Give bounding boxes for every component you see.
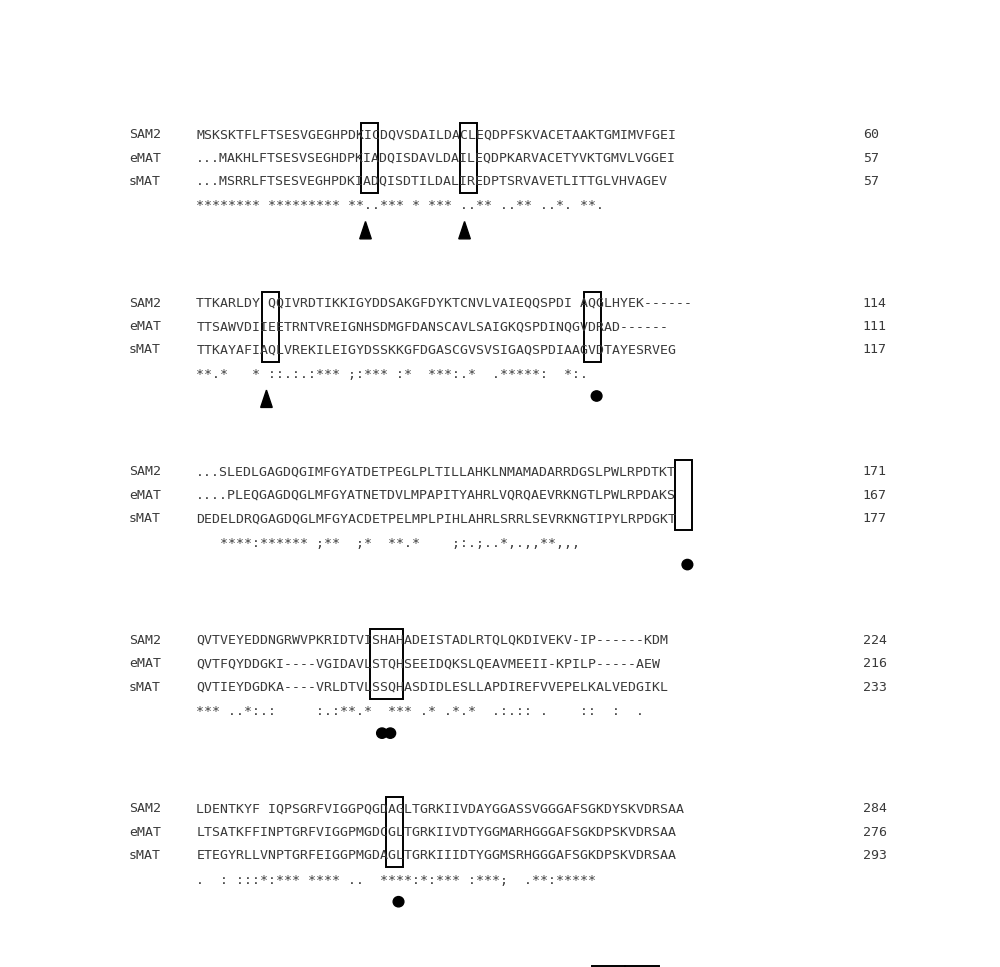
Text: 233: 233 bbox=[863, 681, 887, 693]
Bar bbox=[584, 291, 601, 362]
Text: SAM2: SAM2 bbox=[129, 803, 161, 815]
Text: eMAT: eMAT bbox=[129, 152, 161, 164]
Text: sMAT: sMAT bbox=[129, 849, 161, 863]
Text: QVTIEYDGDKA----VRLDTVLSSQHASDIDLESLLAPDIREFVVEPELKALVEDGIKL: QVTIEYDGDKA----VRLDTVLSSQHASDIDLESLLAPDI… bbox=[196, 681, 668, 693]
Text: sMAT: sMAT bbox=[129, 681, 161, 693]
Text: 293: 293 bbox=[863, 849, 887, 863]
Text: SAM2: SAM2 bbox=[129, 129, 161, 141]
Text: eMAT: eMAT bbox=[129, 320, 161, 333]
Text: eMAT: eMAT bbox=[129, 658, 161, 670]
Bar bbox=[675, 460, 692, 530]
Text: 276: 276 bbox=[863, 826, 887, 838]
Text: 114: 114 bbox=[863, 297, 887, 309]
Text: SAM2: SAM2 bbox=[129, 465, 161, 479]
Text: TTKARLDY QQIVRDTIKKIGYDDSAKGFDYKTCNVLVAIEQQSPDI AQGLHYEK------: TTKARLDY QQIVRDTIKKIGYDDSAKGFDYKTCNVLVAI… bbox=[196, 297, 692, 309]
Text: QVTFQYDDGKI----VGIDAVLSTQHSEEIDQKSLQEAVMEEII-KPILP-----AEW: QVTFQYDDGKI----VGIDAVLSTQHSEEIDQKSLQEAVM… bbox=[196, 658, 660, 670]
Bar bbox=[262, 291, 279, 362]
Text: 177: 177 bbox=[863, 513, 887, 525]
Text: ....PLEQGAGDQGLMFGYATNETDVLMPAPITYAHRLVQRQAEVRKNGTLPWLRPDAKS: ....PLEQGAGDQGLMFGYATNETDVLMPAPITYAHRLVQ… bbox=[196, 488, 676, 502]
Text: 224: 224 bbox=[863, 634, 887, 647]
Circle shape bbox=[393, 896, 404, 907]
Bar bbox=[592, 966, 625, 967]
Text: QVTVEYEDDNGRWVPKRIDTVISHAHADEISTADLRTQLQKDIVEKV-IP------KDM: QVTVEYEDDNGRWVPKRIDTVISHAHADEISTADLRTQLQ… bbox=[196, 634, 668, 647]
Polygon shape bbox=[261, 390, 272, 407]
Text: 57: 57 bbox=[863, 152, 879, 164]
Text: 216: 216 bbox=[863, 658, 887, 670]
Text: sMAT: sMAT bbox=[129, 513, 161, 525]
Text: sMAT: sMAT bbox=[129, 343, 161, 357]
Text: 57: 57 bbox=[863, 175, 879, 188]
Circle shape bbox=[385, 728, 396, 738]
Bar bbox=[370, 629, 403, 699]
Text: ...MAKHLFTSESVSEGHDPKIADQISDAVLDAILEQDPKARVACETYVKTGMVLVGGEI: ...MAKHLFTSESVSEGHDPKIADQISDAVLDAILEQDPK… bbox=[196, 152, 676, 164]
Text: ...SLEDLGAGDQGIMFGYATDETPEGLPLTILLAHKLNMAMADARRDGSLPWLRPDTKT: ...SLEDLGAGDQGIMFGYATDETPEGLPLTILLAHKLNM… bbox=[196, 465, 676, 479]
Circle shape bbox=[377, 728, 387, 738]
Text: 117: 117 bbox=[863, 343, 887, 357]
Bar bbox=[386, 797, 403, 867]
Text: LTSATKFFINPTGRFVIGGPMGDCGLTGRKIIVDTYGGMARHGGGAFSGKDPSKVDRSAA: LTSATKFFINPTGRFVIGGPMGDCGLTGRKIIVDTYGGMA… bbox=[196, 826, 676, 838]
Bar bbox=[625, 966, 659, 967]
Text: *** ..*:.:     :.:**.*  *** .* .*.*  .:.:: .    ::  :  .: *** ..*:.: :.:**.* *** .* .*.* .:.:: . :… bbox=[196, 705, 644, 718]
Text: 167: 167 bbox=[863, 488, 887, 502]
Text: 284: 284 bbox=[863, 803, 887, 815]
Text: .  : :::*:*** **** ..  ****:*:*** :***;  .**:*****: . : :::*:*** **** .. ****:*:*** :***; .*… bbox=[196, 874, 596, 887]
Text: 171: 171 bbox=[863, 465, 887, 479]
Bar bbox=[460, 123, 477, 193]
Text: **.*   * ::.:.:*** ;:*** :*  ***:.*  .*****:  *:.: **.* * ::.:.:*** ;:*** :* ***:.* .*****:… bbox=[196, 368, 588, 381]
Text: TTSAWVDIIEETRNTVREIGNHSDMGFDANSCAVLSAIGKQSPDINQGVDRAD------: TTSAWVDIIEETRNTVREIGNHSDMGFDANSCAVLSAIGK… bbox=[196, 320, 668, 333]
Text: MSKSKTFLFTSESVGEGHPDKICDQVSDAILDACLEQDPFSKVACETAAKTGMIMVFGEI: MSKSKTFLFTSESVGEGHPDKICDQVSDAILDACLEQDPF… bbox=[196, 129, 676, 141]
Text: eMAT: eMAT bbox=[129, 826, 161, 838]
Text: SAM2: SAM2 bbox=[129, 634, 161, 647]
Text: DEDELDRQGAGDQGLMFGYACDETPELMPLPIHLAHRLSRRLSEVRKNGTIPYLRPDGKT: DEDELDRQGAGDQGLMFGYACDETPELMPLPIHLAHRLSR… bbox=[196, 513, 676, 525]
Text: SAM2: SAM2 bbox=[129, 297, 161, 309]
Bar bbox=[361, 123, 378, 193]
Circle shape bbox=[591, 391, 602, 401]
Polygon shape bbox=[459, 221, 470, 239]
Text: 60: 60 bbox=[863, 129, 879, 141]
Text: ETEGYRLLVNPTGRFEIGGPMGDAGLTGRKIIIDTYGGMSRHGGGAFSGKDPSKVDRSAA: ETEGYRLLVNPTGRFEIGGPMGDAGLTGRKIIIDTYGGMS… bbox=[196, 849, 676, 863]
Text: ****:****** ;**  ;*  **.*    ;:.;..*,.,,**,,,: ****:****** ;** ;* **.* ;:.;..*,.,,**,,, bbox=[196, 537, 580, 549]
Text: 111: 111 bbox=[863, 320, 887, 333]
Text: eMAT: eMAT bbox=[129, 488, 161, 502]
Text: ...MSRRLFTSESVEGHPDKIADQISDTILDALIREDPTSRVAVETLITTGLVHVAGEV: ...MSRRLFTSESVEGHPDKIADQISDTILDALIREDPTS… bbox=[196, 175, 668, 188]
Text: sMAT: sMAT bbox=[129, 175, 161, 188]
Text: TTKAYAFIAQLVREKILEIGYDSSKKGFDGASCGVSVSIGAQSPDIAAGVDTAYESRVEG: TTKAYAFIAQLVREKILEIGYDSSKKGFDGASCGVSVSIG… bbox=[196, 343, 676, 357]
Circle shape bbox=[682, 560, 693, 570]
Text: ******** ********* **..*** * *** ..** ..** ..*. **.: ******** ********* **..*** * *** ..** ..… bbox=[196, 199, 604, 213]
Polygon shape bbox=[360, 221, 371, 239]
Text: LDENTKYF IQPSGRFVIGGPQGDAGLTGRKIIVDAYGGASSVGGGAFSGKDYSKVDRSAA: LDENTKYF IQPSGRFVIGGPQGDAGLTGRKIIVDAYGGA… bbox=[196, 803, 684, 815]
